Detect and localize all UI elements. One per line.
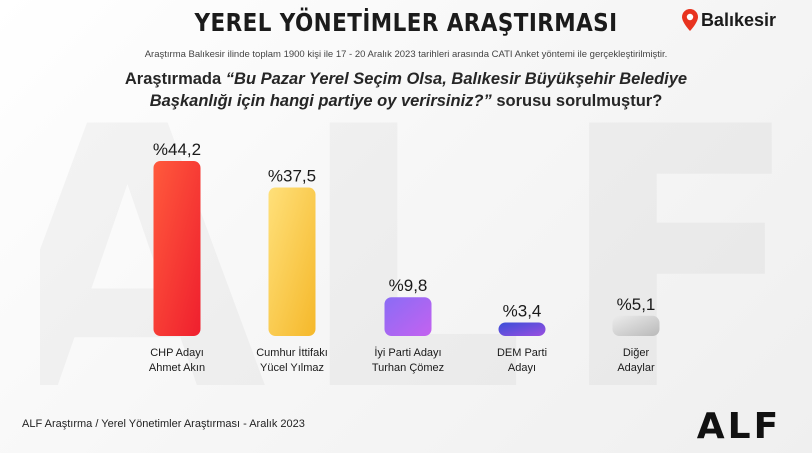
survey-question: Araştırmada “Bu Pazar Yerel Seçim Olsa, … <box>0 68 812 112</box>
question-intro: Araştırmada <box>124 70 226 88</box>
location-pin-icon <box>681 9 698 31</box>
bars-layer: %44,2 CHP Adayı Ahmet Akın %37,5 Cumhur İtti… <box>149 140 660 374</box>
category-label-3: İyi Parti Adayı Turhan Çömez <box>372 346 444 374</box>
alf-logo-text: ALF <box>697 406 781 445</box>
location-label: Balıkesir <box>700 9 776 30</box>
bar-3 <box>384 297 432 336</box>
bar-2 <box>268 187 316 336</box>
question-line-2: Başkanlığı için hangi partiye oy verirsi… <box>0 90 812 112</box>
bar-value-label-5: %5,1 <box>617 295 656 314</box>
question-outro: sorusu sorulmuştur? <box>491 92 663 110</box>
category-label-5: Diğer Adaylar <box>617 347 655 374</box>
question-line-1: Araştırmada “Bu Pazar Yerel Seçim Olsa, … <box>0 68 812 90</box>
bar-4 <box>498 322 546 336</box>
bar-value-label-2: %37,5 <box>268 167 316 186</box>
bar-1 <box>153 161 201 336</box>
location-badge: Balıkesir <box>681 9 776 31</box>
question-quote-part-2: Başkanlığı için hangi partiye oy verirsi… <box>149 92 492 110</box>
bar-value-label-3: %9,8 <box>389 276 428 295</box>
category-label-2: Cumhur İttifakı Yücel Yılmaz <box>256 346 328 374</box>
alf-logo: ALF <box>697 406 781 445</box>
footer-source: ALF Araştırma / Yerel Yönetimler Araştır… <box>22 418 305 430</box>
category-label-1: CHP Adayı Ahmet Akın <box>149 347 205 374</box>
bar-value-label-4: %3,4 <box>503 302 542 321</box>
bar-5 <box>612 315 660 336</box>
page-title: YEREL YÖNETİMLER ARAŞTIRMASI <box>194 8 618 37</box>
bar-value-label-1: %44,2 <box>153 140 201 159</box>
category-label-4: DEM Parti Adayı <box>497 347 547 374</box>
survey-info: Araştırma Balıkesir ilinde toplam 1900 k… <box>144 49 668 60</box>
question-quote-part-1: “Bu Pazar Yerel Seçim Olsa, Balıkesir Bü… <box>225 70 688 88</box>
